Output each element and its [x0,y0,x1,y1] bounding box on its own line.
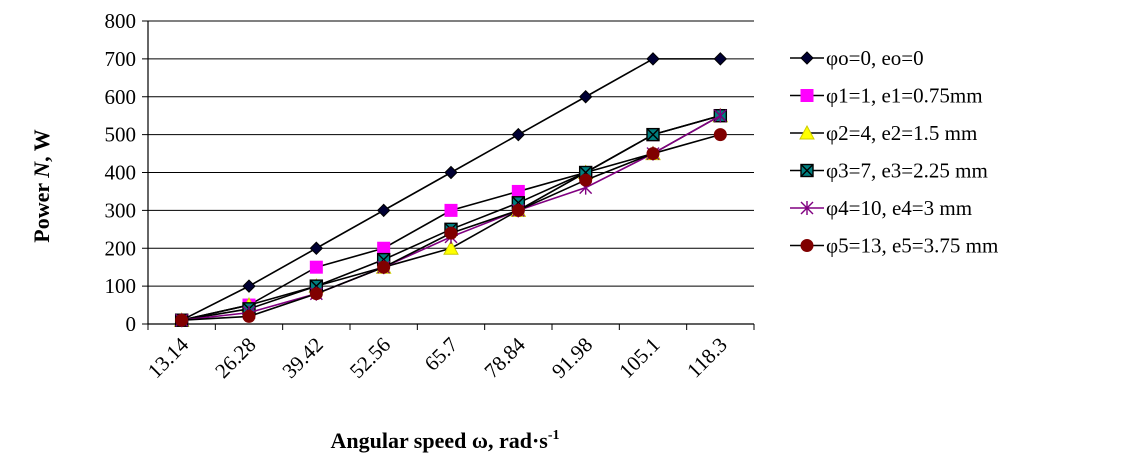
axes [142,20,755,330]
y-axis-title-prefix: Power [29,178,54,243]
legend-item: φ4=10, e4=3 mm [790,196,972,220]
y-tick-label: 100 [105,274,137,298]
data-point [242,309,256,323]
data-point [511,203,525,217]
data-point [646,147,660,161]
x-tick-label: 65.7 [420,333,463,376]
data-point [309,260,323,274]
y-axis-title-variable: N [29,161,54,179]
y-tick-label: 300 [105,198,137,222]
x-tick-label: 39.42 [277,333,327,383]
y-tick-label: 0 [126,312,137,336]
legend-marker [800,163,814,178]
x-tick-label: 78.84 [479,332,530,383]
legend-label: φ5=13, e5=3.75 mm [826,234,998,258]
legend-label: φo=0, eo=0 [826,46,924,70]
data-point [646,52,660,66]
legend-label: φ1=1, e1=0.75mm [826,84,983,108]
data-point [713,128,727,142]
legend-marker [800,239,814,252]
x-axis-title: Angular speed ω, rad·s-1 [330,428,559,453]
data-point [713,52,728,66]
data-point [242,279,256,293]
series-1 [174,52,728,327]
legend-item: φ5=13, e5=3.75 mm [790,234,998,258]
x-axis-title-text: Angular speed ω, rad·s [330,428,548,453]
legend-marker [800,51,814,65]
data-point [376,203,391,218]
data-point [377,241,391,255]
series-line [181,114,721,321]
y-tick-label: 600 [105,85,137,109]
legend-label: φ4=10, e4=3 mm [826,196,972,220]
x-tick-label: 118.3 [682,333,732,383]
x-tick-label: 105.1 [614,333,664,383]
series-2 [175,109,727,327]
y-tick-label: 700 [105,47,137,71]
data-point [377,260,391,274]
series-line [181,114,721,322]
series-6 [175,128,727,327]
data-point [309,241,324,255]
data-point [511,184,525,198]
legend-marker [800,89,814,102]
x-tick-label: 13.14 [143,332,194,383]
legend-item: φ2=4, e2=1.5 mm [790,121,977,145]
legend-marker [799,124,815,140]
y-tick-label: 500 [105,123,137,147]
legend-item: φ3=7, e3=2.25 mm [790,159,988,183]
x-tick-label: 26.28 [210,333,260,383]
data-point [511,127,526,142]
y-tick-label: 200 [105,236,137,260]
data-point [443,240,459,255]
series-3 [173,107,729,327]
legend-item: φo=0, eo=0 [790,46,924,70]
series-5 [175,108,727,328]
data-point [309,287,323,301]
legend-label: φ3=7, e3=2.25 mm [826,159,988,183]
legend: φo=0, eo=0 φ1=1, e1=0.75mm φ2=4, e2=1.5 mm… [790,46,998,258]
x-tick-labels: 13.14 26.28 39.42 52.56 65.7 78.84 91.98 105.1 1… [143,332,732,383]
data-point [646,127,660,142]
series-group [173,52,729,328]
y-axis-title: Power N, W [29,129,54,242]
data-point [579,173,593,187]
series-line [181,58,721,321]
x-axis-title-exponent: -1 [548,428,560,443]
data-point [444,203,458,217]
y-tick-label: 400 [105,161,137,185]
data-point [578,90,593,104]
x-tick-label: 91.98 [547,333,597,383]
series-line [181,114,721,322]
legend-marker [800,201,814,215]
y-tick-label: 800 [105,9,137,33]
legend-label: φ2=4, e2=1.5 mm [826,121,977,145]
data-point [175,313,189,327]
data-point [713,108,727,123]
y-tick-labels: 0 100 200 300 400 500 600 700 800 [105,9,137,336]
x-tick-label: 52.56 [345,333,395,383]
y-axis-title-suffix: , W [29,129,54,162]
data-point [444,165,458,180]
series-4 [174,108,728,327]
series-line [181,114,721,321]
legend-item: φ1=1, e1=0.75mm [790,84,983,108]
data-point [444,226,458,240]
